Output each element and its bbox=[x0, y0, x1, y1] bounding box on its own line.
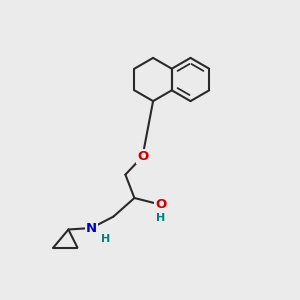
Text: O: O bbox=[155, 198, 166, 211]
Text: H: H bbox=[101, 233, 110, 244]
Text: H: H bbox=[156, 213, 165, 224]
Text: N: N bbox=[86, 221, 97, 235]
Text: O: O bbox=[137, 150, 148, 163]
